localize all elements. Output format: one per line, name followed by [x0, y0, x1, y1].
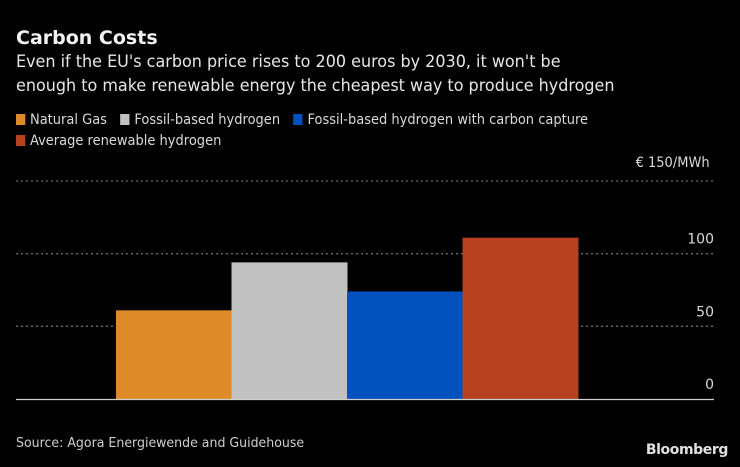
bar-fossil-based-hydrogen-with-carbon-capture	[347, 291, 463, 399]
chart-title: Carbon Costs	[16, 27, 158, 49]
legend-swatch	[16, 135, 26, 146]
legend-label: Natural Gas	[29, 112, 107, 128]
subtitle-line-2: enough to make renewable energy the chea…	[16, 76, 615, 96]
y-tick-label: 100	[687, 232, 714, 248]
y-axis-unit-label: € 150/MWh	[635, 155, 710, 171]
legend-item-renewable-hydrogen: Average renewable hydrogen	[16, 131, 221, 152]
chart-legend: Natural Gas Fossil-based hydrogen Fossil…	[16, 110, 686, 152]
bar-natural-gas	[116, 310, 232, 399]
legend-swatch	[16, 114, 26, 125]
subtitle-line-1: Even if the EU's carbon price rises to 2…	[16, 52, 561, 72]
bars	[116, 237, 579, 399]
legend-label: Fossil-based hydrogen	[134, 112, 281, 128]
legend-label: Fossil-based hydrogen with carbon captur…	[307, 112, 589, 128]
bloomberg-logo: Bloomberg	[645, 442, 729, 458]
bar-fossil-based-hydrogen	[231, 262, 348, 399]
y-tick-label: 0	[705, 377, 714, 393]
y-tick-label: 50	[696, 304, 714, 320]
legend-item-fossil-hydrogen: Fossil-based hydrogen	[120, 110, 280, 131]
legend-item-natural-gas: Natural Gas	[16, 110, 107, 131]
legend-swatch	[120, 114, 130, 125]
chart-subtitle: Even if the EU's carbon price rises to 2…	[16, 50, 681, 98]
legend-item-fossil-hydrogen-ccs: Fossil-based hydrogen with carbon captur…	[293, 110, 589, 131]
bar-average-renewable-hydrogen	[462, 237, 579, 399]
legend-label: Average renewable hydrogen	[29, 133, 222, 149]
source-note: Source: Agora Energiewende and Guidehous…	[16, 435, 305, 451]
legend-swatch	[293, 114, 303, 125]
y-tick-labels: 0 50 100	[687, 232, 714, 393]
